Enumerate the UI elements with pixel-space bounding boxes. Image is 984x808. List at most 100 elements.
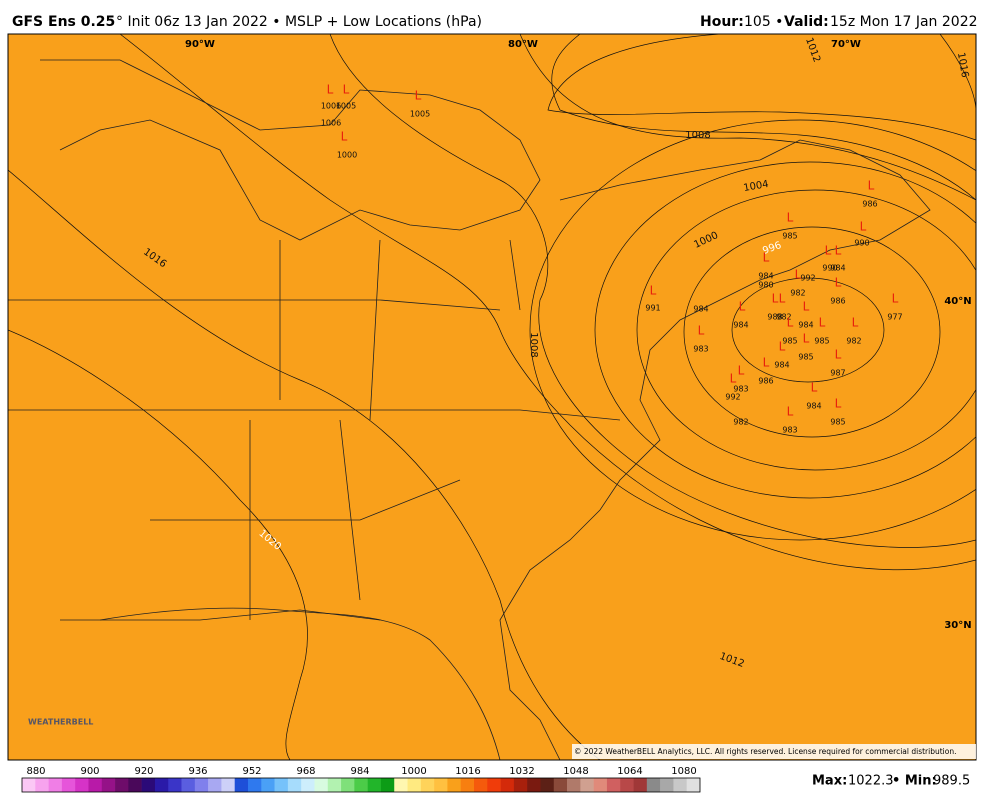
colorbar-swatch: [474, 778, 488, 792]
colorbar-swatch: [660, 778, 674, 792]
low-pressure: 984: [758, 272, 773, 281]
colorbar-swatch: [633, 778, 648, 792]
band-1020: [8, 329, 308, 760]
low-pressure: 1000: [337, 151, 357, 160]
band-1012: [8, 34, 976, 760]
low-pressure: 1005: [410, 110, 430, 119]
colorbar-swatch: [301, 778, 315, 792]
low-marker: L: [892, 292, 899, 306]
low-marker: L: [415, 89, 422, 103]
colorbar-swatch: [115, 778, 129, 792]
low-pressure: 982: [733, 418, 748, 427]
colorbar-tick-label: 1016: [455, 766, 480, 777]
low-marker: L: [779, 340, 786, 354]
copyright-bg: [572, 744, 976, 759]
colorbar-swatch: [606, 778, 621, 792]
colorbar-swatch: [407, 778, 422, 792]
low-pressure: 982: [790, 289, 805, 298]
low-marker: L: [698, 324, 705, 338]
colorbar-swatch: [168, 778, 182, 792]
band-1012-ne: [547, 34, 976, 141]
band-1008: [119, 34, 976, 570]
colorbar-swatch: [88, 778, 103, 792]
low-pressure: 983: [782, 426, 797, 435]
low-pressure: 983: [733, 385, 748, 394]
colorbar-swatch: [35, 778, 49, 792]
colorbar-tick-label: 900: [80, 766, 99, 777]
band-1004: [329, 34, 976, 548]
low-marker: L: [763, 356, 770, 370]
colorbar-swatch: [380, 778, 395, 792]
colorbar-tick-label: 1064: [617, 766, 642, 777]
graticule-label: 80°W: [508, 39, 538, 50]
low-marker: L: [650, 284, 657, 298]
graticule-label: 40°N: [944, 296, 971, 307]
low-pressure: 983: [693, 345, 708, 354]
colorbar-swatch: [620, 778, 634, 792]
colorbar-tick-label: 952: [242, 766, 261, 777]
low-pressure: 992: [800, 274, 815, 283]
colorbar-swatch: [540, 778, 555, 792]
low-pressure: 991: [645, 304, 660, 313]
colorbar-swatch: [500, 778, 515, 792]
max-label: Max:: [812, 774, 847, 789]
colorbar-tick-label: 936: [188, 766, 207, 777]
valid-time: 15z Mon 17 Jan 2022: [830, 14, 978, 30]
low-marker: L: [795, 268, 802, 282]
low-marker: L: [835, 276, 842, 290]
colorbar-swatch: [75, 778, 89, 792]
contour-label: 1004: [743, 179, 770, 194]
low-marker: L: [803, 300, 810, 314]
low-marker: L: [825, 244, 832, 258]
colorbar-swatch: [208, 778, 222, 792]
low-marker: L: [327, 83, 334, 97]
low-marker: L: [852, 316, 859, 330]
colorbar-swatch: [553, 778, 568, 792]
low-pressure: 982: [776, 313, 791, 322]
low-pressure: 980: [758, 281, 773, 290]
low-pressure: 984: [806, 402, 821, 411]
colorbar-swatch: [154, 778, 169, 792]
colorbar-swatch: [61, 778, 76, 792]
low-marker: L: [803, 332, 810, 346]
colorbar-tick-label: 880: [26, 766, 45, 777]
low-pressure: 985: [782, 337, 797, 346]
model-name: GFS Ens 0.25: [12, 14, 115, 30]
min-label: • Min:: [892, 774, 937, 789]
colorbar-swatch: [234, 778, 249, 792]
run-info: ° Init 06z 13 Jan 2022 • MSLP + Low Loca…: [116, 14, 482, 30]
colorbar-swatch: [394, 778, 408, 792]
colorbar-swatch: [646, 778, 661, 792]
colorbar-swatch: [22, 778, 36, 792]
band-988: [683, 226, 941, 438]
low-marker: L: [738, 364, 745, 378]
borders: [8, 59, 931, 760]
valid-label: Valid:: [784, 14, 829, 30]
colorbar-swatch: [567, 778, 581, 792]
low-pressure: 992: [725, 393, 740, 402]
low-pressure: 984: [830, 264, 845, 273]
low-marker: L: [835, 348, 842, 362]
low-pressure: 986: [862, 200, 877, 209]
low-marker: L: [763, 251, 770, 265]
low-pressure: 977: [887, 313, 902, 322]
colorbar-swatch: [314, 778, 329, 792]
low-pressure: 1005: [336, 102, 356, 111]
hour-label: Hour:: [700, 14, 744, 30]
contour-label: 1008: [528, 332, 539, 357]
colorbar-swatch: [686, 778, 701, 792]
colorbar-swatch: [513, 778, 528, 792]
graticule-label: 70°W: [831, 39, 861, 50]
low-marker: L: [779, 292, 786, 306]
low-pressure: 982: [846, 337, 861, 346]
colorbar-swatch: [128, 778, 142, 792]
low-pressure: 986: [830, 297, 845, 306]
hour: 105 •: [744, 14, 783, 30]
low-marker: L: [819, 316, 826, 330]
colorbar-swatch: [261, 778, 275, 792]
colorbar-tick-label: 984: [350, 766, 369, 777]
colorbar-swatch: [341, 778, 355, 792]
colorbar-swatch: [287, 778, 302, 792]
colorbar-swatch: [580, 778, 594, 792]
